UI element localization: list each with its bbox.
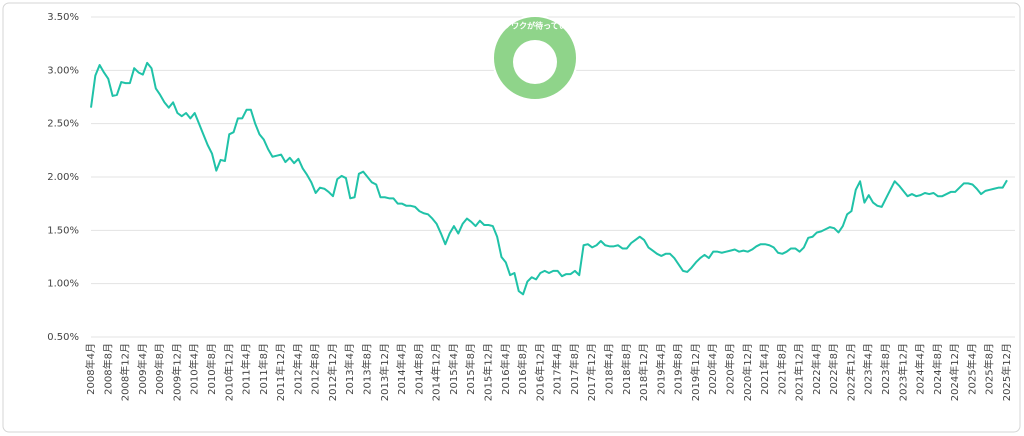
- x-tick-label: 2014年12月: [430, 343, 443, 401]
- x-tick-label: 2017年12月: [585, 343, 598, 401]
- x-tick-label: 2010年8月: [205, 343, 218, 395]
- data-line: [90, 61, 1008, 296]
- y-tick-label: 2.50%: [47, 119, 79, 130]
- x-tick-label: 2018年12月: [637, 343, 650, 401]
- x-tick-label: 2019年8月: [672, 343, 685, 395]
- x-tick-label: 2012年8月: [309, 343, 322, 395]
- x-tick-label: 2024年8月: [931, 343, 944, 395]
- x-tick-label: 2022年8月: [827, 343, 840, 395]
- x-tick-label: 2016年4月: [499, 343, 512, 395]
- x-tick-label: 2018年8月: [620, 343, 633, 395]
- y-tick-label: 0.50%: [47, 332, 79, 343]
- x-tick-label: 2009年8月: [153, 343, 166, 395]
- x-tick-label: 2011年12月: [274, 343, 287, 401]
- x-tick-label: 2025年4月: [965, 343, 978, 395]
- x-tick-label: 2010年12月: [222, 343, 235, 401]
- x-tick-label: 2018年4月: [602, 343, 615, 395]
- y-tick-label: 3.50%: [47, 12, 79, 23]
- x-tick-label: 2011年4月: [240, 343, 253, 395]
- x-tick-label: 2025年12月: [1000, 343, 1013, 401]
- x-tick-label: 2010年4月: [188, 343, 201, 395]
- x-tick-label: 2020年12月: [741, 343, 754, 401]
- x-tick-label: 2020年4月: [706, 343, 719, 395]
- y-tick-label: 1.00%: [47, 279, 79, 290]
- x-tick-label: 2012年12月: [326, 343, 339, 401]
- x-tick-label: 2011年8月: [257, 343, 270, 395]
- x-tick-label: 2023年12月: [896, 343, 909, 401]
- logo: ワクワクが待っている: [492, 15, 578, 101]
- x-tick-label: 2014年8月: [412, 343, 425, 395]
- x-tick-label: 2023年8月: [879, 343, 892, 395]
- x-tick-label: 2025年8月: [983, 343, 996, 395]
- x-tick-label: 2020年8月: [723, 343, 736, 395]
- x-tick-label: 2013年4月: [343, 343, 356, 395]
- x-tick-label: 2008年8月: [101, 343, 114, 395]
- x-tick-label: 2023年4月: [862, 343, 875, 395]
- x-tick-label: 2019年4月: [654, 343, 667, 395]
- x-tick-label: 2022年4月: [810, 343, 823, 395]
- x-tick-label: 2017年4月: [551, 343, 564, 395]
- logo-face: [513, 40, 557, 84]
- y-tick-label: 2.00%: [47, 172, 79, 183]
- x-tick-label: 2022年12月: [844, 343, 857, 401]
- logo-text: ワクワクが待っている: [495, 21, 575, 31]
- x-tick-label: 2021年4月: [758, 343, 771, 395]
- x-tick-label: 2015年8月: [464, 343, 477, 395]
- x-tick-label: 2009年12月: [170, 343, 183, 401]
- y-tick-label: 1.50%: [47, 225, 79, 236]
- x-tick-label: 2017年8月: [568, 343, 581, 395]
- x-tick-label: 2013年8月: [361, 343, 374, 395]
- y-tick-label: 3.00%: [47, 65, 79, 76]
- x-tick-label: 2021年12月: [793, 343, 806, 401]
- x-tick-label: 2008年4月: [84, 343, 97, 395]
- x-tick-label: 2024年12月: [948, 343, 961, 401]
- x-tick-label: 2008年12月: [119, 343, 132, 401]
- x-tick-label: 2015年12月: [482, 343, 495, 401]
- x-tick-label: 2015年4月: [447, 343, 460, 395]
- x-tick-label: 2016年12月: [533, 343, 546, 401]
- x-tick-label: 2021年8月: [775, 343, 788, 395]
- x-tick-label: 2014年4月: [395, 343, 408, 395]
- x-tick-label: 2012年4月: [291, 343, 304, 395]
- x-tick-label: 2019年12月: [689, 343, 702, 401]
- x-tick-label: 2009年4月: [136, 343, 149, 395]
- x-tick-label: 2016年8月: [516, 343, 529, 395]
- x-tick-label: 2013年12月: [378, 343, 391, 401]
- x-tick-label: 2024年4月: [914, 343, 927, 395]
